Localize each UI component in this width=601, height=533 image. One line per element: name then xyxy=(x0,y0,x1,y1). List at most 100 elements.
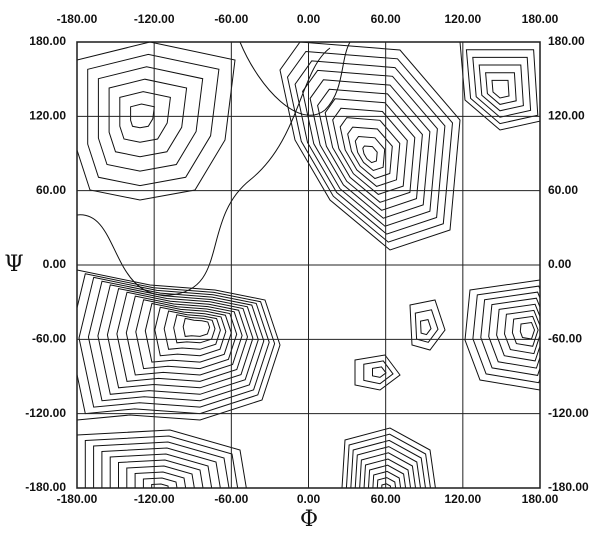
x-tick-label-bottom: -180.00 xyxy=(57,492,98,506)
contour xyxy=(151,483,169,488)
contour-ridge xyxy=(77,47,331,296)
contour xyxy=(97,284,259,395)
contour xyxy=(339,117,401,187)
contour xyxy=(519,321,536,340)
y-tick-label-left: -180.00 xyxy=(25,480,66,494)
contour xyxy=(87,280,265,402)
x-tick-label-top: 180.00 xyxy=(522,12,559,26)
contour xyxy=(109,453,213,488)
contour xyxy=(341,427,436,488)
contour xyxy=(119,91,171,143)
contour xyxy=(350,439,426,488)
x-tick-label-bottom: 0.00 xyxy=(297,492,321,506)
contour xyxy=(317,88,423,211)
contour xyxy=(87,53,220,187)
contour xyxy=(77,429,247,488)
contour xyxy=(372,470,402,488)
contour xyxy=(488,297,540,369)
y-tick-label-left: 0.00 xyxy=(43,257,67,271)
contour xyxy=(142,477,178,488)
x-axis-label: Φ xyxy=(300,507,318,532)
contour xyxy=(163,310,221,350)
y-tick-label-left: -60.00 xyxy=(32,332,66,346)
contour xyxy=(347,126,393,180)
contour-lines xyxy=(77,42,540,488)
contour xyxy=(464,279,540,391)
y-tick-label-right: -120.00 xyxy=(548,406,589,420)
contour xyxy=(116,291,249,382)
x-tick-label-bottom: 120.00 xyxy=(444,492,481,506)
contour xyxy=(324,98,416,203)
contour xyxy=(472,285,540,384)
contour xyxy=(134,471,187,488)
contour xyxy=(491,79,510,99)
x-tick-label-top: -60.00 xyxy=(214,12,248,26)
contour xyxy=(354,446,422,488)
contour xyxy=(359,452,417,488)
contour xyxy=(419,319,432,336)
contour xyxy=(465,49,539,125)
x-tick-label-top: 60.00 xyxy=(371,12,401,26)
x-tick-label-top: 120.00 xyxy=(444,12,481,26)
contour xyxy=(363,360,394,385)
contour xyxy=(77,269,281,421)
contour xyxy=(362,145,378,164)
contour xyxy=(93,441,230,488)
contour xyxy=(372,366,387,378)
y-tick-label-right: 60.00 xyxy=(548,183,578,197)
contour xyxy=(414,309,439,343)
x-tick-label-top: -120.00 xyxy=(134,12,175,26)
contour xyxy=(409,299,446,351)
contour xyxy=(354,354,401,391)
contour xyxy=(294,60,446,235)
y-tick-label-left: 180.00 xyxy=(29,34,66,48)
y-tick-label-right: -180.00 xyxy=(548,480,589,494)
contour xyxy=(154,306,227,357)
contour xyxy=(503,309,540,355)
contour xyxy=(302,69,438,227)
x-tick-label-bottom: -120.00 xyxy=(134,492,175,506)
y-tick-label-left: 60.00 xyxy=(36,183,66,197)
contour xyxy=(130,103,155,129)
contour xyxy=(182,317,211,337)
contour xyxy=(472,56,532,118)
contour xyxy=(77,273,276,415)
y-tick-label-right: -60.00 xyxy=(548,332,582,346)
x-tick-label-bottom: -60.00 xyxy=(214,492,248,506)
contour xyxy=(135,299,238,370)
y-tick-label-left: 120.00 xyxy=(29,109,66,123)
contour xyxy=(485,72,517,105)
contour xyxy=(118,459,204,488)
contour xyxy=(106,288,254,389)
contour xyxy=(480,291,540,376)
contour-ridge xyxy=(239,42,351,116)
contour xyxy=(77,42,236,201)
y-tick-label-right: 180.00 xyxy=(548,34,585,48)
contour xyxy=(286,50,454,243)
contour xyxy=(84,435,239,488)
contour xyxy=(144,302,232,363)
contour xyxy=(78,276,270,408)
contour xyxy=(459,42,540,131)
contour xyxy=(511,315,539,347)
x-tick-label-bottom: 60.00 xyxy=(371,492,401,506)
contour xyxy=(101,447,221,488)
contour xyxy=(332,107,408,195)
contour xyxy=(125,295,243,376)
contour xyxy=(345,433,431,488)
y-axis-label: Ψ xyxy=(4,252,23,277)
y-tick-label-right: 0.00 xyxy=(548,257,572,271)
y-tick-label-right: 120.00 xyxy=(548,109,585,123)
contour xyxy=(478,64,524,112)
x-tick-label-bottom: 180.00 xyxy=(522,492,559,506)
contour xyxy=(354,135,386,172)
contour xyxy=(126,465,195,488)
x-tick-label-top: -180.00 xyxy=(57,12,98,26)
contour xyxy=(367,464,407,488)
contour xyxy=(108,78,188,158)
x-tick-label-top: 0.00 xyxy=(297,12,321,26)
contour xyxy=(496,303,540,362)
y-tick-label-left: -120.00 xyxy=(25,406,66,420)
contour xyxy=(309,79,431,219)
contour xyxy=(279,42,461,251)
